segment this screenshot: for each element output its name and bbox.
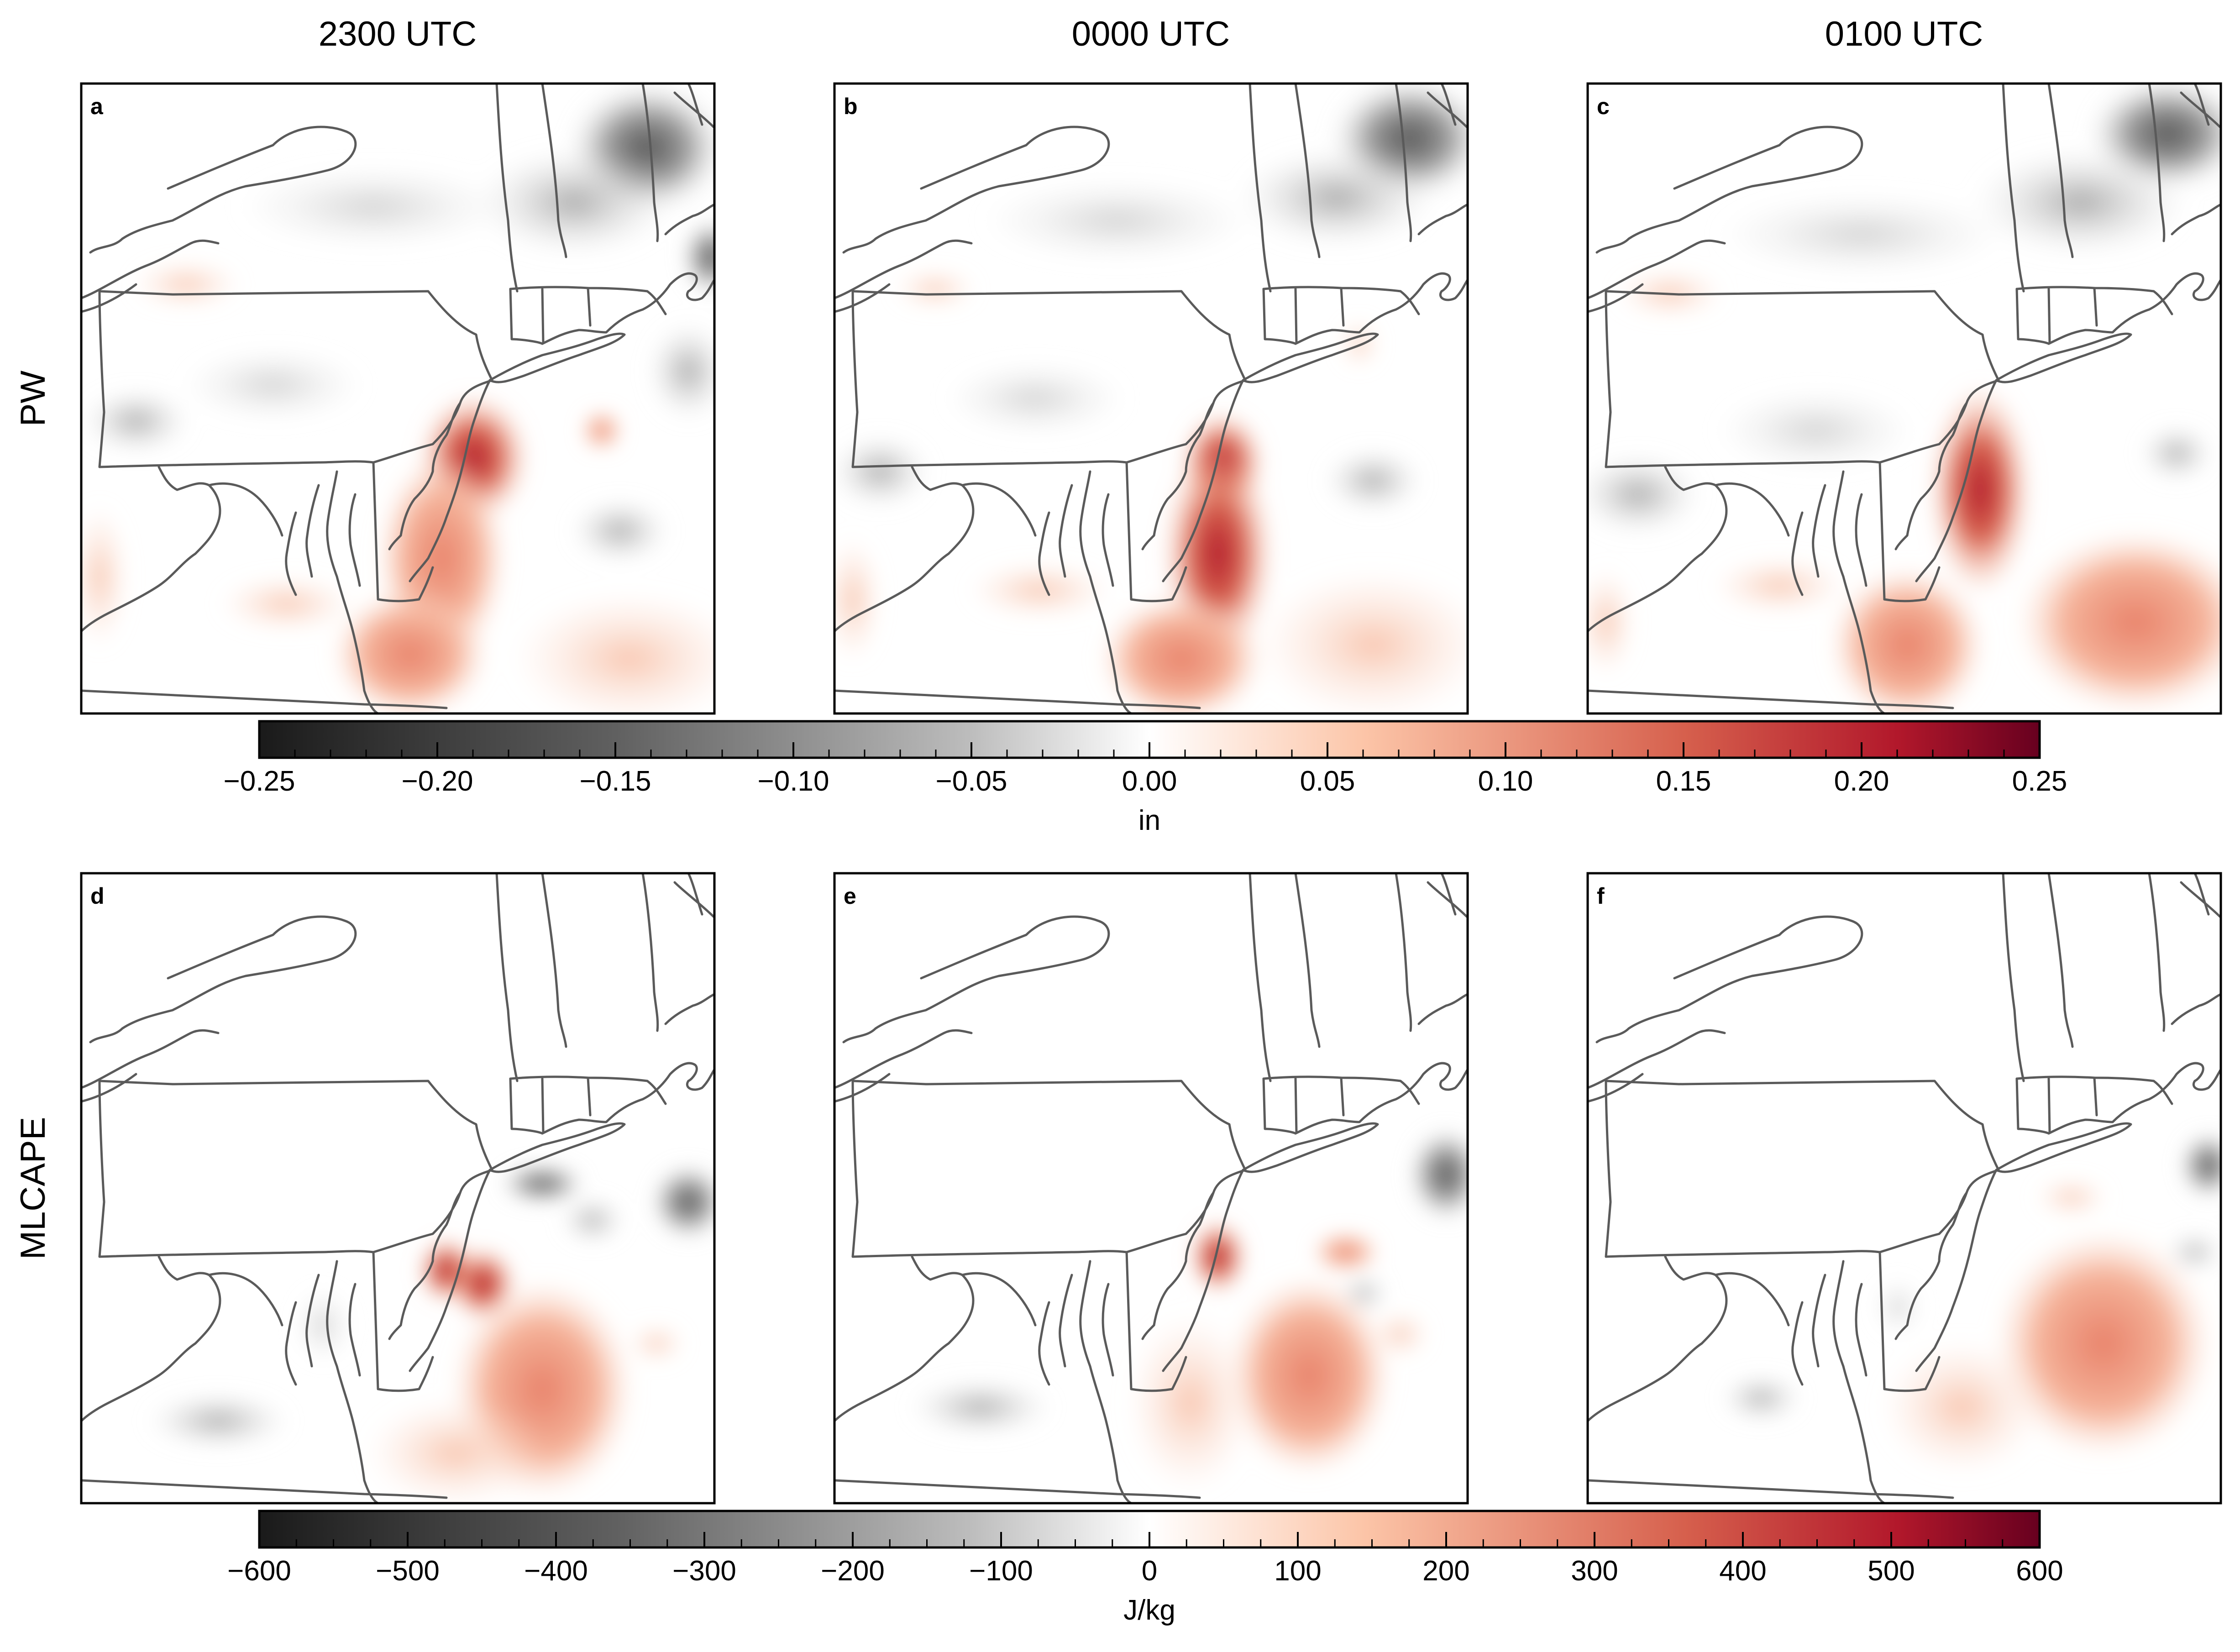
panel-letter-f: f (1597, 883, 1605, 909)
panel-f-map: f (1586, 872, 2222, 1505)
colorbar-pw-tick-label: 0.10 (1478, 766, 1533, 797)
colorbar-mlcape-tick-label: 500 (1868, 1555, 1915, 1587)
colorbar-mlcape-tick-label: −200 (821, 1555, 885, 1587)
column-title-0000: 0000 UTC (1072, 15, 1230, 53)
colorbar-pw: −0.25 −0.20 −0.15 −0.10 −0.05 0.00 0.05 0.10 0.1… (224, 720, 2067, 836)
colorbar-mlcape: −600 −500 −400 −300 −200 −100 0 100 200 300 400 500… (227, 1510, 2063, 1626)
row-label-pw: PW (14, 371, 52, 427)
column-title-2300: 2300 UTC (319, 15, 477, 53)
colorbar-mlcape-tick-label: −500 (376, 1555, 440, 1587)
panel-letter-e: e (844, 883, 856, 909)
colorbar-pw-label: in (1138, 805, 1160, 836)
column-title-0100: 0100 UTC (1825, 15, 1983, 53)
colorbar-pw-tick-label: −0.25 (224, 766, 295, 797)
panel-b-map: b (833, 82, 1469, 715)
colorbar-mlcape-tick-label: 100 (1274, 1555, 1321, 1587)
colorbar-mlcape-ticks: −600 −500 −400 −300 −200 −100 0 100 200 300 400 500… (227, 1532, 2063, 1587)
colorbar-pw-tick-label: −0.05 (936, 766, 1007, 797)
colorbar-mlcape-tick-label: −400 (524, 1555, 588, 1587)
colorbar-pw-tick-label: 0.15 (1656, 766, 1711, 797)
panel-letter-c: c (1597, 94, 1610, 119)
colorbar-mlcape-tick-label: 0 (1142, 1555, 1157, 1587)
colorbar-pw-tick-label: 0.20 (1834, 766, 1889, 797)
colorbar-pw-tick-label: 0.00 (1122, 766, 1177, 797)
colorbar-mlcape-tick-label: −600 (227, 1555, 291, 1587)
colorbar-pw-tick-label: −0.15 (580, 766, 651, 797)
colorbar-mlcape-tick-label: 400 (1719, 1555, 1766, 1587)
panel-e-map: e (833, 872, 1469, 1505)
colorbar-pw-tick-label: 0.25 (2012, 766, 2067, 797)
colorbar-mlcape-label: J/kg (1123, 1594, 1175, 1626)
colorbar-mlcape-tick-label: −100 (969, 1555, 1033, 1587)
colorbar-mlcape-tick-label: 300 (1571, 1555, 1618, 1587)
colorbar-pw-tick-label: −0.10 (758, 766, 829, 797)
colorbar-pw-ticks: −0.25 −0.20 −0.15 −0.10 −0.05 0.00 0.05 0.10 0.1… (224, 742, 2067, 797)
colorbar-pw-tick-label: −0.20 (402, 766, 473, 797)
row-label-mlcape: MLCAPE (14, 1117, 52, 1260)
colorbar-mlcape-tick-label: 600 (2016, 1555, 2063, 1587)
panel-letter-b: b (844, 94, 858, 119)
colorbar-pw-tick-label: 0.05 (1300, 766, 1355, 797)
colorbar-mlcape-tick-label: −300 (672, 1555, 736, 1587)
colorbar-mlcape-tick-label: 200 (1422, 1555, 1469, 1587)
panel-a-map: a (80, 82, 716, 715)
panel-d-map: d (80, 872, 716, 1505)
panel-letter-a: a (90, 94, 104, 119)
panel-letter-d: d (90, 883, 105, 909)
panel-c-map: c (1586, 82, 2222, 715)
